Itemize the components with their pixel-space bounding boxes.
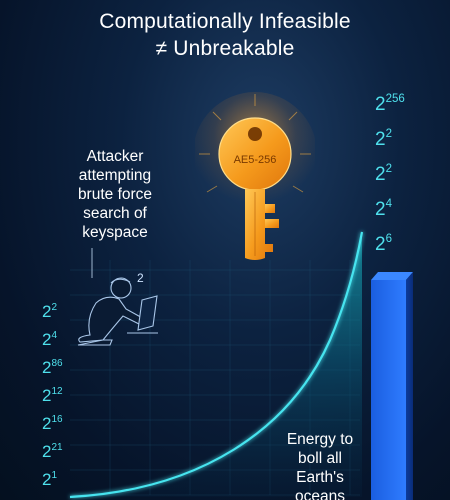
left-power: 21 <box>42 470 58 489</box>
attacker-caption: Attacker attempting brute force search o… <box>40 147 190 242</box>
left-power: 221 <box>42 442 63 461</box>
energy-caption-line: Earth's oceans <box>295 469 345 500</box>
attacker-caption-line: Attacker <box>86 148 144 165</box>
right-power: 26 <box>375 233 392 255</box>
energy-bar <box>371 272 413 500</box>
attacker-mark: 2 <box>137 271 144 285</box>
curve-line <box>69 231 364 499</box>
left-power: 24 <box>42 330 58 349</box>
left-power: 22 <box>42 302 58 321</box>
energy-caption: Energy to boll all Earth's oceans <box>275 430 365 500</box>
hacker-figure-icon <box>77 277 158 346</box>
energy-caption-line: boll all <box>298 450 342 467</box>
right-power: 22 <box>375 128 392 150</box>
left-power: 286 <box>42 358 63 377</box>
left-power: 212 <box>42 386 63 405</box>
left-power: 216 <box>42 414 63 433</box>
attacker-caption-line: attempting <box>78 167 152 184</box>
right-power: 24 <box>375 198 392 220</box>
energy-caption-line: Energy to <box>286 431 354 448</box>
attacker-caption-line: search of <box>83 205 147 222</box>
title-line-1: Computationally Infeasible <box>99 10 351 33</box>
right-power: 22 <box>375 163 392 185</box>
attacker-caption-line: brute force <box>77 186 153 203</box>
aes-key-icon: AE5-256 <box>195 92 315 260</box>
attacker-caption-line: keyspace <box>82 224 148 241</box>
title-line-2: ≠ Unbreakable <box>155 37 295 60</box>
right-power: 2256 <box>375 93 405 115</box>
curve-area <box>70 232 362 497</box>
key-label: AE5-256 <box>234 154 277 166</box>
